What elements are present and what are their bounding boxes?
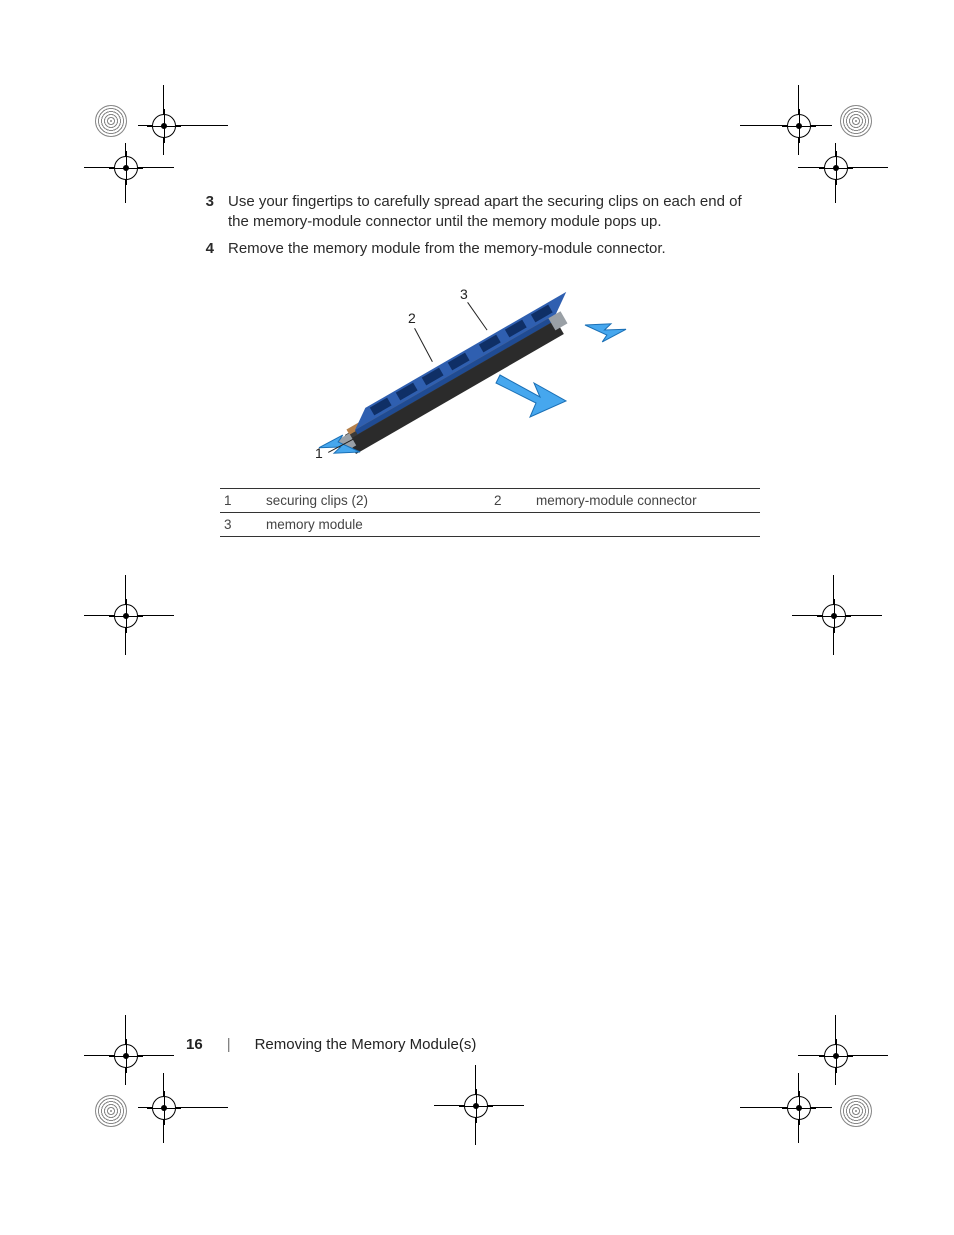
regmark-top-right bbox=[740, 85, 900, 205]
legend-text: memory module bbox=[260, 513, 490, 536]
legend-text: memory-module connector bbox=[530, 489, 760, 512]
memory-module-figure: 1 2 3 bbox=[300, 280, 630, 490]
step-number: 4 bbox=[200, 239, 214, 259]
page: 3 Use your fingertips to carefully sprea… bbox=[0, 0, 954, 1235]
step-number: 3 bbox=[200, 192, 214, 233]
legend-num: 3 bbox=[220, 513, 260, 536]
section-title: Removing the Memory Module(s) bbox=[255, 1036, 477, 1053]
step-3: 3 Use your fingertips to carefully sprea… bbox=[200, 192, 760, 233]
callout-1: 1 bbox=[315, 445, 323, 461]
step-list: 3 Use your fingertips to carefully sprea… bbox=[200, 192, 760, 265]
legend-text bbox=[530, 513, 760, 536]
legend-num: 1 bbox=[220, 489, 260, 512]
memory-module-svg bbox=[300, 280, 630, 490]
step-text: Remove the memory module from the memory… bbox=[228, 239, 760, 259]
regmark-bot-right bbox=[740, 1015, 900, 1175]
legend-row: 1 securing clips (2) 2 memory-module con… bbox=[220, 489, 760, 513]
legend-text: securing clips (2) bbox=[260, 489, 490, 512]
regmark-mid-left bbox=[80, 575, 180, 655]
figure-legend: 1 securing clips (2) 2 memory-module con… bbox=[220, 488, 760, 537]
legend-num bbox=[490, 513, 530, 536]
page-number: 16 bbox=[186, 1036, 203, 1053]
footer-separator: | bbox=[227, 1036, 231, 1053]
step-4: 4 Remove the memory module from the memo… bbox=[200, 239, 760, 259]
callout-3: 3 bbox=[460, 286, 468, 302]
page-footer: 16 | Removing the Memory Module(s) bbox=[186, 1036, 476, 1053]
legend-row: 3 memory module bbox=[220, 513, 760, 537]
regmark-top-left bbox=[80, 85, 200, 205]
regmark-mid-right bbox=[788, 575, 888, 655]
regmark-bot-center bbox=[430, 1065, 530, 1145]
callout-2: 2 bbox=[408, 310, 416, 326]
step-text: Use your fingertips to carefully spread … bbox=[228, 192, 760, 233]
legend-num: 2 bbox=[490, 489, 530, 512]
